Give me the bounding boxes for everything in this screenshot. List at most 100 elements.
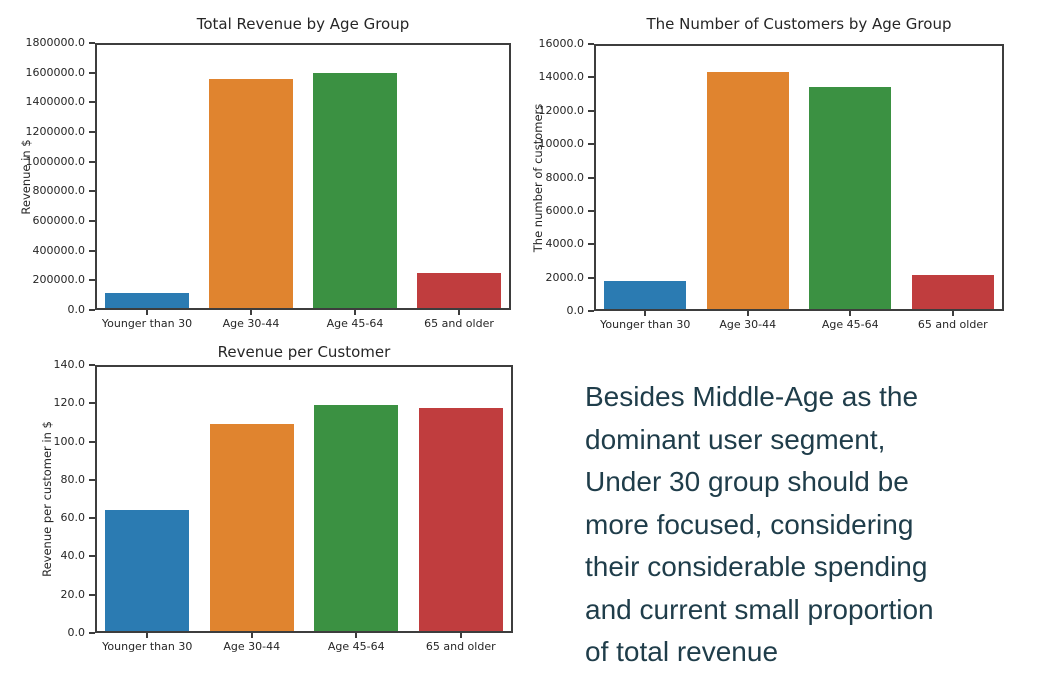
x-tick-label: Age 30-44 bbox=[222, 317, 280, 330]
bar-age-45-64 bbox=[809, 86, 892, 309]
y-tick-mark bbox=[588, 109, 594, 112]
bar-age-30-44 bbox=[209, 424, 294, 631]
x-tick-label: 65 and older bbox=[424, 317, 494, 330]
y-tick-mark bbox=[89, 632, 95, 634]
bar-65-and-older bbox=[911, 274, 994, 309]
y-tick-mark bbox=[89, 279, 95, 282]
bar-age-30-44 bbox=[706, 72, 789, 309]
x-tick-mark bbox=[746, 311, 749, 316]
y-tick-label: 140.0 bbox=[53, 358, 86, 371]
y-axis-label: Revenue per customer in $ bbox=[40, 421, 54, 577]
y-tick-mark bbox=[588, 143, 594, 146]
y-tick-mark bbox=[89, 478, 95, 481]
x-tick-label: Age 30-44 bbox=[719, 318, 777, 331]
x-tick-mark bbox=[951, 311, 954, 316]
y-tick-mark bbox=[89, 517, 95, 520]
x-tick-mark bbox=[458, 310, 460, 315]
chart-title: Revenue per Customer bbox=[217, 343, 391, 361]
y-tick-label: 80.0 bbox=[60, 472, 86, 486]
chart-title: Total Revenue by Age Group bbox=[196, 15, 410, 33]
bar-65-and-older bbox=[418, 408, 503, 631]
y-tick-mark bbox=[588, 276, 594, 279]
y-tick-label: 0.0 bbox=[67, 626, 86, 639]
y-tick-mark bbox=[89, 160, 95, 163]
y-tick-mark bbox=[89, 101, 95, 104]
bar-age-45-64 bbox=[313, 73, 397, 308]
x-tick-label: Age 30-44 bbox=[223, 640, 281, 653]
y-tick-label: 1000000.0 bbox=[25, 154, 86, 168]
x-tick-mark bbox=[146, 310, 148, 315]
y-tick-label: 100.0 bbox=[53, 434, 86, 448]
chart-revenue-per-customer: Revenue per Customer Revenue per custome… bbox=[0, 340, 522, 673]
x-tick-label: Younger than 30 bbox=[101, 317, 193, 330]
x-tick-label: Age 45-64 bbox=[821, 318, 879, 331]
y-tick-mark bbox=[588, 209, 594, 212]
x-tick-label: Younger than 30 bbox=[102, 640, 193, 653]
y-tick-mark bbox=[588, 43, 594, 45]
y-tick-label: 400000.0 bbox=[32, 243, 86, 257]
x-tick-label: 65 and older bbox=[917, 318, 988, 331]
y-tick-mark bbox=[89, 131, 95, 133]
y-tick-label: 8000.0 bbox=[545, 170, 585, 184]
y-tick-label: 800000.0 bbox=[32, 184, 86, 198]
y-tick-mark bbox=[89, 190, 95, 193]
plot-area bbox=[594, 44, 1004, 311]
y-tick-mark bbox=[89, 220, 95, 222]
x-tick-mark bbox=[849, 311, 852, 316]
bar-younger-than-30 bbox=[105, 510, 190, 631]
x-tick-mark bbox=[644, 311, 647, 316]
y-tick-mark bbox=[89, 593, 95, 596]
y-tick-label: 1400000.0 bbox=[25, 95, 86, 109]
x-tick-mark bbox=[250, 310, 252, 315]
y-tick-mark bbox=[89, 309, 95, 311]
y-tick-label: 6000.0 bbox=[545, 203, 585, 217]
y-tick-mark bbox=[89, 71, 95, 74]
y-tick-mark bbox=[89, 364, 95, 366]
x-tick-mark bbox=[355, 633, 358, 638]
y-tick-label: 1200000.0 bbox=[25, 125, 86, 138]
y-tick-mark bbox=[89, 42, 95, 44]
y-tick-label: 14000.0 bbox=[538, 70, 585, 84]
chart-title: The Number of Customers by Age Group bbox=[646, 15, 952, 33]
x-tick-label: Age 45-64 bbox=[327, 640, 385, 653]
x-tick-label: Age 45-64 bbox=[326, 317, 384, 330]
bar-younger-than-30 bbox=[105, 292, 189, 308]
x-tick-label: Younger than 30 bbox=[600, 318, 691, 331]
y-tick-mark bbox=[588, 76, 594, 79]
x-tick-label: 65 and older bbox=[425, 640, 496, 653]
x-tick-mark bbox=[459, 633, 462, 638]
y-axis-label: The number of customers bbox=[531, 103, 545, 253]
chart-total-revenue: Total Revenue by Age Group Revenue in $ … bbox=[0, 0, 522, 340]
y-tick-mark bbox=[89, 555, 95, 558]
insight-annotation: Besides Middle-Age as the dominant user … bbox=[585, 381, 934, 667]
x-tick-mark bbox=[354, 310, 356, 315]
y-tick-mark bbox=[89, 402, 95, 405]
y-tick-label: 10000.0 bbox=[538, 137, 585, 151]
y-tick-label: 120.0 bbox=[53, 396, 86, 410]
y-tick-label: 40.0 bbox=[60, 549, 86, 563]
y-tick-label: 1800000.0 bbox=[25, 36, 86, 49]
x-tick-mark bbox=[250, 633, 253, 638]
bar-age-45-64 bbox=[314, 405, 399, 631]
y-tick-label: 0.0 bbox=[67, 303, 86, 316]
bar-younger-than-30 bbox=[604, 280, 687, 309]
y-tick-label: 4000.0 bbox=[545, 237, 585, 251]
bar-age-30-44 bbox=[209, 79, 293, 308]
y-tick-label: 2000.0 bbox=[545, 270, 585, 284]
y-tick-mark bbox=[89, 249, 95, 252]
y-tick-label: 12000.0 bbox=[538, 103, 585, 117]
y-tick-label: 60.0 bbox=[60, 511, 86, 525]
y-tick-mark bbox=[89, 440, 95, 443]
plot-area bbox=[95, 43, 511, 310]
chart-number-of-customers: The Number of Customers by Age Group The… bbox=[522, 0, 1043, 340]
y-axis-label: Revenue in $ bbox=[19, 139, 33, 215]
y-tick-label: 16000.0 bbox=[538, 37, 585, 50]
y-tick-label: 20.0 bbox=[60, 587, 86, 601]
y-tick-label: 1600000.0 bbox=[25, 65, 86, 79]
bar-65-and-older bbox=[417, 272, 501, 308]
y-tick-label: 200000.0 bbox=[32, 273, 86, 287]
x-tick-mark bbox=[146, 633, 149, 638]
y-tick-mark bbox=[588, 176, 594, 179]
y-tick-label: 0.0 bbox=[566, 304, 585, 317]
